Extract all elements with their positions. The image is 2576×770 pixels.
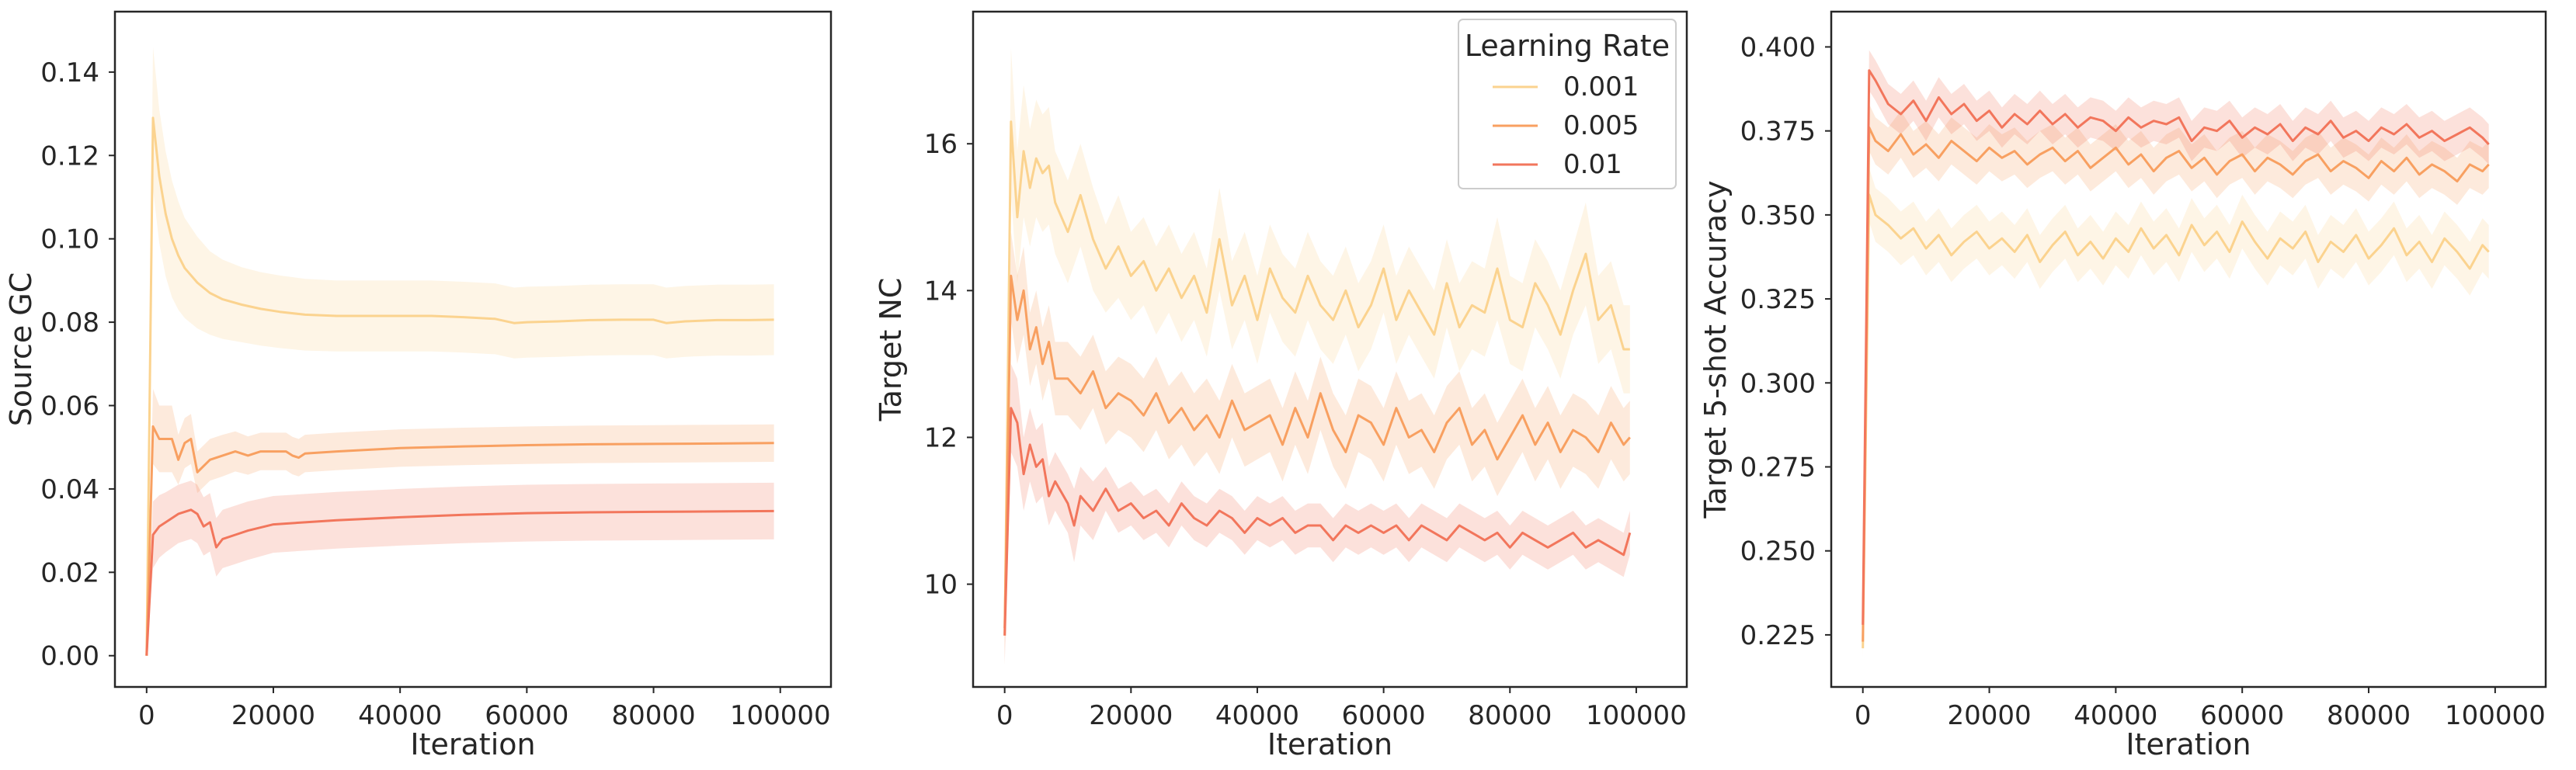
y-tick-label: 0.275 — [1740, 452, 1816, 483]
y-tick-label: 0.10 — [40, 224, 99, 255]
series-line-lr-0.005 — [1003, 274, 1631, 629]
x-tick-label: 40000 — [2074, 700, 2157, 731]
y-tick-label: 0.250 — [1740, 536, 1816, 567]
y-tick-label: 0.350 — [1740, 200, 1816, 231]
y-tick-label: 16 — [924, 129, 958, 160]
y-tick-label: 0.12 — [40, 140, 99, 172]
y-tick-label: 10 — [924, 570, 958, 601]
y-axis-label: Target NC — [874, 278, 908, 422]
x-tick-label: 40000 — [358, 700, 442, 731]
x-tick-label: 20000 — [231, 700, 315, 731]
y-tick-label: 12 — [924, 422, 958, 453]
y-axis-label: Target 5-shot Accuracy — [1698, 180, 1733, 519]
x-tick-label: 20000 — [1089, 700, 1173, 731]
y-tick-label: 0.08 — [40, 307, 99, 338]
y-tick-label: 0.14 — [40, 57, 99, 88]
x-tick-label: 0 — [1855, 700, 1872, 731]
legend-box — [1458, 19, 1677, 189]
x-tick-label: 100000 — [2445, 700, 2546, 731]
ci-band-lr-0.001 — [146, 47, 774, 656]
y-tick-label: 0.02 — [40, 557, 99, 588]
ci-band-lr-0.01 — [146, 480, 774, 656]
legend-entry-lr-0.005: 0.005 — [1563, 110, 1639, 141]
x-tick-label: 60000 — [485, 700, 568, 731]
series-line-lr-0.001 — [1862, 193, 2490, 649]
legend-title: Learning Rate — [1465, 29, 1670, 63]
axes-frame — [972, 10, 1688, 688]
ci-band-lr-0.005 — [1862, 104, 2489, 652]
y-tick-label: 0.325 — [1740, 284, 1816, 315]
x-tick-label: 100000 — [730, 700, 831, 731]
x-tick-label: 80000 — [1468, 700, 1552, 731]
x-tick-label: 60000 — [1342, 700, 1426, 731]
series-line-lr-0.005 — [1862, 126, 2490, 642]
series-line-lr-0.001 — [1003, 120, 1630, 636]
x-axis-label: Iteration — [1267, 727, 1392, 761]
x-tick-label: 0 — [996, 700, 1013, 731]
y-tick-label: 0.06 — [40, 391, 99, 422]
x-tick-label: 60000 — [2200, 700, 2284, 731]
ci-band-lr-0.01 — [1862, 50, 2489, 635]
x-tick-label: 0 — [138, 700, 155, 731]
series-line-lr-0.01 — [1003, 407, 1632, 636]
y-tick-label: 0.300 — [1740, 368, 1816, 399]
axes-frame — [113, 10, 833, 688]
ci-band-lr-0.001 — [1862, 168, 2489, 659]
x-axis-label: Iteration — [410, 727, 535, 761]
y-tick-label: 0.225 — [1740, 620, 1816, 651]
legend: Learning Rate 0.001 0.005 0.01 — [1458, 19, 1677, 189]
y-tick-label: 0.400 — [1740, 32, 1816, 63]
axes-frame — [1830, 10, 2547, 688]
legend-entry-lr-0.01: 0.01 — [1563, 149, 1622, 180]
series-line-lr-0.01 — [145, 508, 774, 656]
x-tick-label: 80000 — [2327, 700, 2411, 731]
panel-target-nc: 0 20000 40000 60000 80000 100000 10 12 14 16 Itera… — [874, 10, 1688, 761]
y-axis-label: Source GC — [4, 272, 38, 427]
x-axis-label: Iteration — [2126, 727, 2251, 761]
panel-target-5shot-accuracy: 0 20000 40000 60000 80000 100000 0.225 0.250 0.2… — [1698, 10, 2547, 761]
series-line-lr-0.01 — [1862, 69, 2490, 625]
legend-entry-lr-0.001: 0.001 — [1563, 71, 1639, 102]
x-tick-label: 100000 — [1586, 700, 1687, 731]
panel-source-gc: 0 20000 40000 60000 80000 100000 0.00 0.02 0.04 0… — [4, 10, 833, 761]
x-tick-label: 40000 — [1215, 700, 1299, 731]
y-tick-label: 14 — [924, 276, 958, 307]
ci-band-lr-0.01 — [1004, 363, 1630, 665]
x-tick-label: 20000 — [1947, 700, 2031, 731]
y-tick-label: 0.375 — [1740, 116, 1816, 147]
x-tick-label: 80000 — [611, 700, 695, 731]
series-line-lr-0.005 — [145, 425, 774, 656]
y-tick-label: 0.00 — [40, 641, 99, 672]
y-tick-label: 0.04 — [40, 474, 99, 505]
series-line-lr-0.001 — [145, 116, 774, 656]
